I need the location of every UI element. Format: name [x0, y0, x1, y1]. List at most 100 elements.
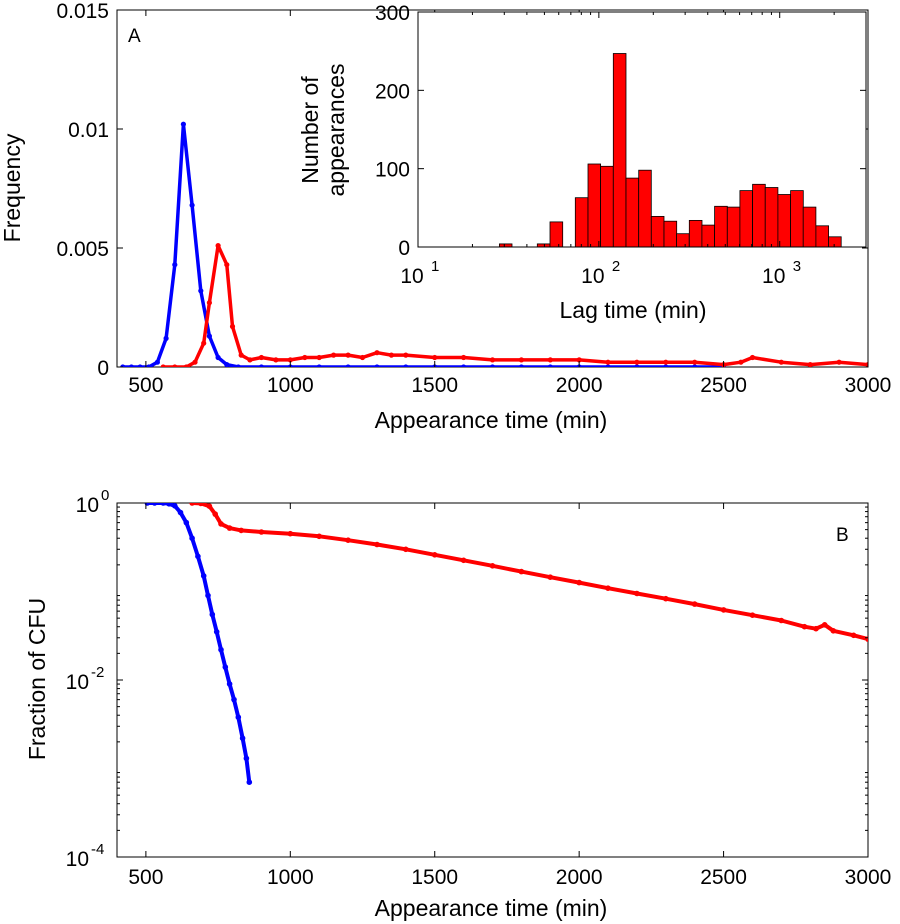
inset-bar-13 [701, 224, 716, 247]
panel-a-point-blue-3 [146, 364, 152, 367]
panel-a-y-tick-label: 0.01 [68, 119, 109, 142]
inset-bar-15 [726, 206, 741, 247]
inset-bar-11 [676, 233, 690, 247]
inset-y-tick-label: 0 [398, 237, 410, 260]
panel-b-point-blue-3 [166, 503, 172, 507]
panel-b-point-blue-18 [239, 735, 246, 741]
inset-bar-22 [815, 225, 830, 247]
panel-b-point-red-9 [316, 533, 323, 540]
panel-b-point-red-30 [850, 632, 857, 639]
inset-bar-18 [764, 187, 779, 247]
inset-x-tick-exponent: 2 [612, 258, 620, 275]
inset-bar-6 [612, 53, 627, 247]
panel-a-point-red-35 [778, 359, 784, 365]
inset-bar-12 [688, 219, 703, 247]
panel-b-x-axis-label: Appearance time (min) [375, 895, 608, 921]
panel-b-point-red-3 [212, 511, 218, 517]
panel-a-point-red-17 [345, 352, 351, 358]
panel-b-point-red-28 [821, 622, 828, 628]
panel-b-x-tick-label: 2500 [700, 866, 747, 889]
panel-b-series-red [192, 503, 868, 642]
inset-frame [417, 11, 867, 248]
panel-a-point-red-28 [605, 359, 611, 365]
panel-b-point-red-8 [287, 530, 294, 537]
panel-a-point-blue-10 [206, 333, 212, 339]
inset-histogram: 10 1 10 2 10 3 0 100 200 300 Lag time (min) Numb… [297, 2, 867, 323]
panel-a-point-blue-13 [235, 364, 241, 367]
panel-a-point-red-26 [547, 357, 553, 363]
inset-y-tick-label: 200 [375, 80, 410, 103]
panel-a-point-blue-5 [163, 335, 169, 341]
panel-a-point-red-4 [201, 340, 207, 346]
panel-b-point-blue-9 [200, 573, 207, 579]
inset-y-axis-label-line-2: appearances [323, 64, 349, 197]
panel-b-point-blue-12 [213, 629, 220, 635]
inset-x-tick-exponent: 1 [431, 258, 439, 275]
panel-a-point-red-38 [865, 362, 868, 367]
panel-b-point-red-14 [460, 557, 467, 564]
panel-a-point-blue-27 [634, 364, 640, 367]
panel-a-point-blue-29 [692, 364, 698, 367]
panel-b-y-tick-label: 10 [66, 848, 89, 871]
panel-a-point-blue-28 [663, 364, 669, 367]
panel-a-point-blue-0 [120, 364, 126, 367]
panel-b-point-red-16 [518, 568, 525, 575]
inset-x-axis-label: Lag time (min) [560, 297, 707, 323]
panel-a-point-red-36 [807, 362, 813, 367]
inset-x-tick-label: 10 [581, 265, 604, 288]
panel-b-point-red-24 [749, 612, 756, 618]
inset-bar-19 [777, 194, 792, 247]
panel-b-point-blue-19 [243, 755, 250, 762]
panel-a-point-red-10 [247, 357, 253, 363]
panel-a-point-red-9 [238, 352, 244, 358]
panel-b-point-red-12 [403, 546, 409, 553]
inset-bar-21 [802, 206, 817, 247]
inset-x-tick-label: 10 [762, 265, 785, 288]
panel-b-point-blue-11 [209, 611, 216, 618]
panel-b-point-blue-4 [172, 503, 178, 509]
panel-b-x-tick-label: 500 [128, 866, 163, 889]
panel-a-point-red-13 [287, 357, 293, 363]
panel-b-point-red-11 [374, 541, 380, 548]
panel-a-point-red-29 [634, 359, 640, 365]
panel-b-point-blue-14 [222, 664, 229, 670]
panel-b-point-red-10 [345, 537, 351, 543]
panel-a-point-blue-21 [461, 364, 467, 367]
panel-a-x-tick-label: 2000 [556, 374, 603, 397]
panel-b-point-red-29 [830, 628, 837, 634]
panel-a-point-blue-8 [189, 202, 195, 208]
panel-a-series-red [163, 243, 868, 367]
inset-y-axis-label-line-1: Number of [297, 76, 323, 184]
panel-b-point-red-4 [218, 521, 224, 527]
inset-bar-3 [574, 197, 589, 247]
inset-bar-5 [600, 165, 614, 247]
inset-bar-9 [650, 215, 665, 247]
panel-a-point-blue-2 [137, 364, 143, 367]
panel-a-point-red-11 [258, 354, 264, 361]
panel-a-point-red-22 [432, 354, 438, 361]
inset-bar-16 [739, 190, 753, 247]
inset-x-tick-exponent: 3 [793, 258, 801, 275]
panel-b-y-axis-label: Fraction of CFU [24, 598, 50, 760]
panel-b-y-tick-exponent: -4 [91, 841, 104, 858]
inset-bar-14 [714, 205, 728, 247]
inset-x-ticks: 10 1 10 2 10 3 [400, 12, 867, 288]
panel-b-point-blue-7 [189, 535, 195, 541]
panel-a-y-tick-label: 0.005 [56, 238, 109, 261]
inset-bar-8 [638, 169, 652, 247]
panel-b-point-blue-13 [218, 646, 224, 653]
panel-a-point-blue-19 [403, 364, 409, 367]
panel-a-x-tick-label: 1500 [411, 374, 458, 397]
panel-a-x-ticks: 500 1000 1500 2000 2500 3000 [128, 10, 891, 397]
panel-a-x-tick-label: 2500 [700, 374, 747, 397]
panel-b-point-red-18 [576, 579, 582, 586]
inset-bar-10 [663, 220, 678, 247]
inset-bar-7 [625, 177, 640, 247]
panel-a-point-blue-12 [224, 362, 230, 367]
panel-b-point-red-2 [206, 503, 213, 510]
panel-a-point-red-12 [273, 357, 279, 363]
panel-b-point-blue-2 [160, 503, 166, 506]
panel-b-point-blue-10 [205, 592, 211, 599]
inset-y-tick-label: 300 [375, 2, 410, 25]
panel-b-point-red-5 [226, 525, 233, 531]
